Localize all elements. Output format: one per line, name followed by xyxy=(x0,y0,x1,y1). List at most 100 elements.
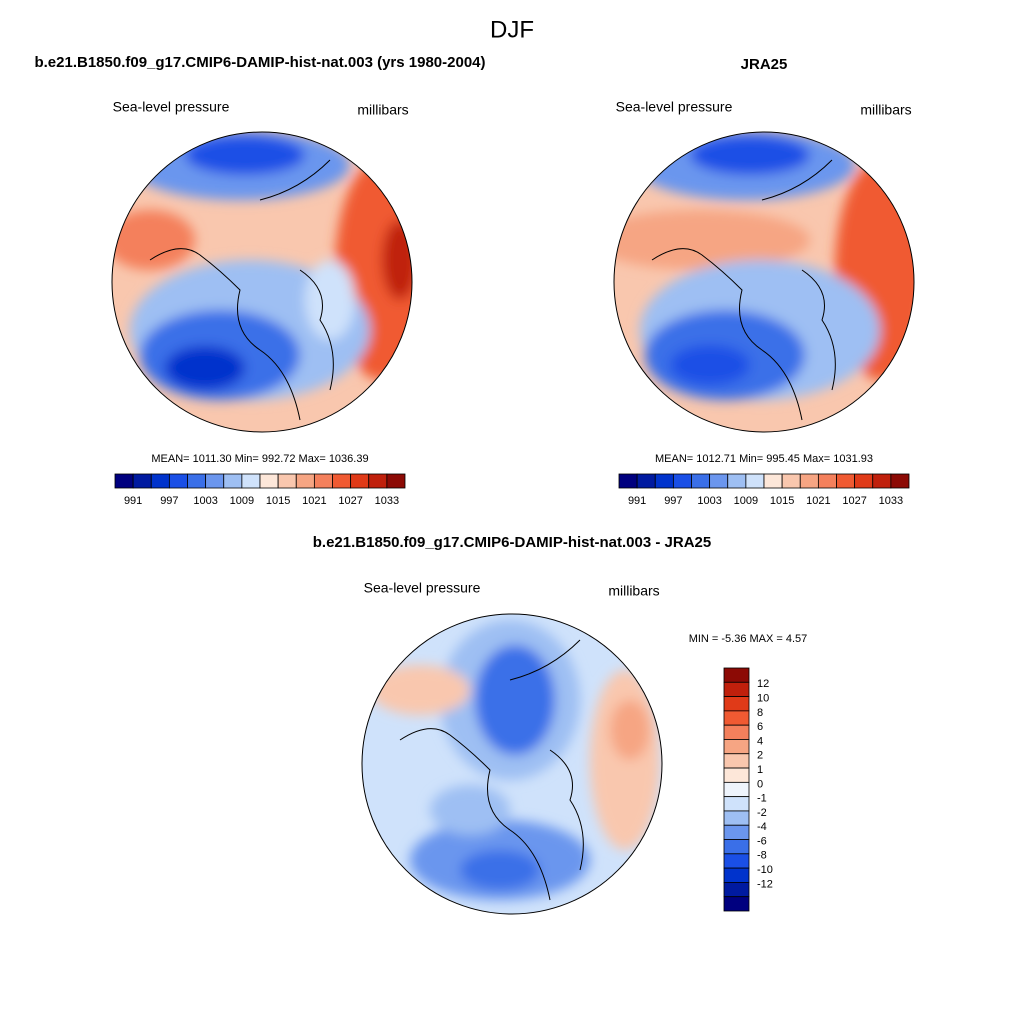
colorbar-label: 997 xyxy=(664,495,682,507)
units-label: millibars xyxy=(860,102,911,118)
colorbar-box xyxy=(723,839,750,855)
colorbar-box xyxy=(241,473,261,489)
colorbar-label: 1009 xyxy=(230,495,254,507)
units-label: millibars xyxy=(608,583,659,599)
map xyxy=(362,614,662,914)
colorbar-box xyxy=(114,473,134,489)
colorbar-box xyxy=(723,681,750,697)
colorbar-label: 1003 xyxy=(697,495,721,507)
colorbar-label: 991 xyxy=(628,495,646,507)
colorbar-box xyxy=(890,473,910,489)
colorbar-box xyxy=(745,473,765,489)
colorbar-box xyxy=(332,473,352,489)
colorbar-box xyxy=(723,824,750,840)
units-label: millibars xyxy=(357,102,408,118)
colorbar-label: 991 xyxy=(124,495,142,507)
colorbar-box xyxy=(723,667,750,683)
colorbar-label: 1027 xyxy=(842,495,866,507)
colorbar-box xyxy=(854,473,874,489)
colorbar-box xyxy=(150,473,170,489)
stats-label: MEAN= 1011.30 Min= 992.72 Max= 1036.39 xyxy=(151,453,368,465)
map-border xyxy=(613,131,915,433)
colorbar-label: -12 xyxy=(757,878,773,890)
colorbar-label: 10 xyxy=(757,692,769,704)
colorbar-box xyxy=(723,767,750,783)
variable-label: Sea-level pressure xyxy=(113,99,230,115)
colorbar-box xyxy=(368,473,388,489)
figure-title: DJF xyxy=(490,16,534,43)
colorbar-label: 12 xyxy=(757,678,769,690)
colorbar-box xyxy=(836,473,856,489)
colorbar-label: 1021 xyxy=(302,495,326,507)
colorbar-box xyxy=(672,473,692,489)
colorbar-label: 2 xyxy=(757,750,763,762)
colorbar-box xyxy=(132,473,152,489)
colorbar-label: -8 xyxy=(757,850,767,862)
colorbar-box xyxy=(723,710,750,726)
colorbar-box xyxy=(723,867,750,883)
colorbar-box xyxy=(259,473,279,489)
colorbar-box xyxy=(723,753,750,769)
variable-label: Sea-level pressure xyxy=(364,580,481,596)
colorbar-label: -6 xyxy=(757,835,767,847)
colorbar-box xyxy=(727,473,747,489)
colorbar-label: 8 xyxy=(757,707,763,719)
colorbar-label: -10 xyxy=(757,864,773,876)
colorbar-label: -1 xyxy=(757,793,767,805)
colorbar-label: 4 xyxy=(757,735,763,747)
colorbar-box xyxy=(817,473,837,489)
colorbar-label: 997 xyxy=(160,495,178,507)
colorbar-box xyxy=(723,896,750,912)
map xyxy=(112,132,412,432)
colorbar-label: 1015 xyxy=(266,495,290,507)
colorbar-box xyxy=(636,473,656,489)
colorbar-box xyxy=(723,781,750,798)
panel-title: b.e21.B1850.f09_g17.CMIP6-DAMIP-hist-nat… xyxy=(34,54,485,71)
colorbar-box xyxy=(763,473,783,489)
colorbar-box xyxy=(350,473,370,489)
colorbar-label: 6 xyxy=(757,721,763,733)
colorbar-label: 0 xyxy=(757,778,763,790)
colorbar-box xyxy=(386,473,406,489)
colorbar-box xyxy=(872,473,892,489)
colorbar-box xyxy=(187,473,207,489)
colorbar-box xyxy=(723,810,750,826)
colorbar-box xyxy=(709,473,729,489)
colorbar-box xyxy=(723,724,750,740)
panel-title: b.e21.B1850.f09_g17.CMIP6-DAMIP-hist-nat… xyxy=(313,534,711,551)
colorbar-label: 1021 xyxy=(806,495,830,507)
colorbar-box xyxy=(168,473,188,489)
colorbar-box xyxy=(723,796,750,812)
colorbar-box xyxy=(223,473,243,489)
colorbar-label: 1015 xyxy=(770,495,794,507)
map-border xyxy=(361,613,663,915)
colorbar-box xyxy=(723,853,750,869)
colorbar-box xyxy=(295,473,315,489)
colorbar-label: 1009 xyxy=(734,495,758,507)
colorbar-box xyxy=(723,739,750,755)
colorbar-label: 1033 xyxy=(879,495,903,507)
map-border xyxy=(111,131,413,433)
colorbar-box xyxy=(723,696,750,712)
colorbar-box xyxy=(205,473,225,489)
colorbar-box xyxy=(799,473,819,489)
colorbar-label: -2 xyxy=(757,807,767,819)
map xyxy=(614,132,914,432)
colorbar-box xyxy=(618,473,638,489)
colorbar-label: 1033 xyxy=(375,495,399,507)
colorbar-box xyxy=(691,473,711,489)
colorbar-box xyxy=(313,473,333,489)
stats-label: MEAN= 1012.71 Min= 995.45 Max= 1031.93 xyxy=(655,453,873,465)
colorbar-label: -4 xyxy=(757,821,767,833)
colorbar-box xyxy=(654,473,674,489)
stats-label: MIN = -5.36 MAX = 4.57 xyxy=(689,633,808,645)
colorbar-box xyxy=(723,882,750,898)
panel-title: JRA25 xyxy=(741,56,788,73)
colorbar-label: 1003 xyxy=(193,495,217,507)
colorbar-box xyxy=(781,473,801,489)
colorbar-box xyxy=(277,473,297,489)
colorbar-label: 1 xyxy=(757,764,763,776)
colorbar-label: 1027 xyxy=(338,495,362,507)
variable-label: Sea-level pressure xyxy=(616,99,733,115)
